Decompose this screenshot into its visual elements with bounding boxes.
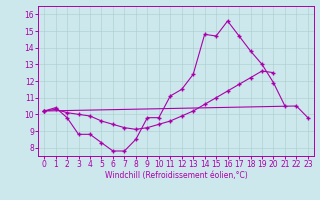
X-axis label: Windchill (Refroidissement éolien,°C): Windchill (Refroidissement éolien,°C)	[105, 171, 247, 180]
